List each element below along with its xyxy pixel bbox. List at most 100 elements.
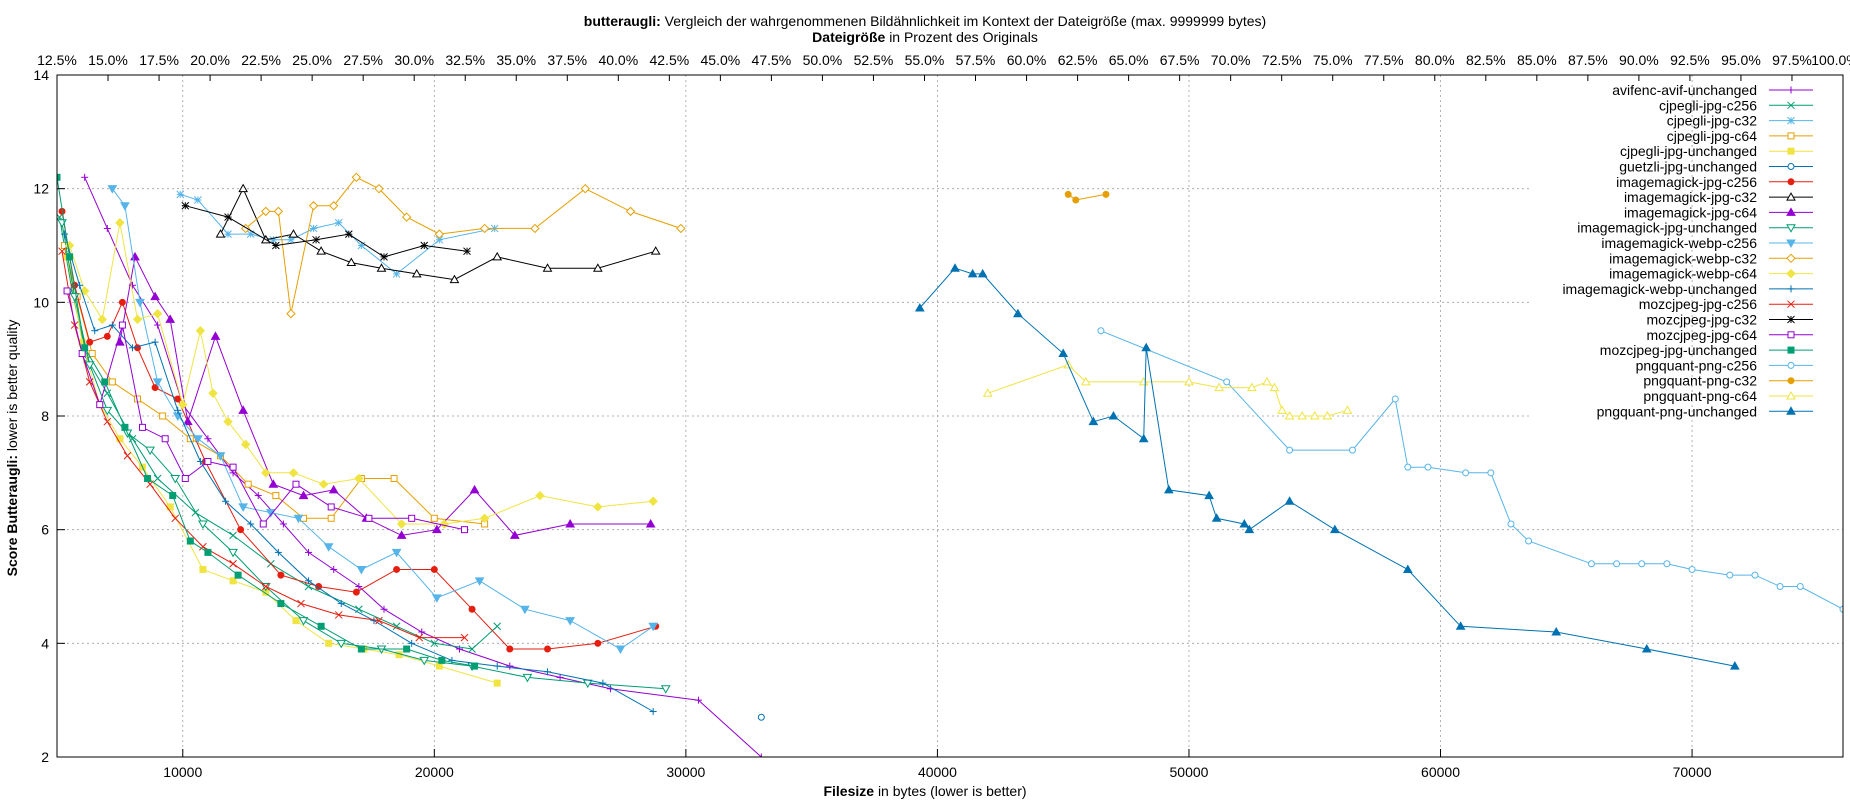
data-point — [286, 308, 296, 319]
data-point — [1787, 163, 1795, 170]
series-pngquant-png-unchanged — [914, 263, 1740, 670]
data-point — [268, 479, 279, 488]
data-point — [1297, 410, 1308, 420]
data-point — [139, 423, 147, 431]
data-point — [479, 223, 490, 234]
chart-subtitle-bold: Dateigröße — [812, 29, 885, 45]
data-point — [292, 617, 300, 625]
data-point — [522, 673, 533, 683]
data-point — [88, 349, 96, 357]
data-point — [305, 548, 313, 556]
data-point — [103, 224, 111, 232]
data-point — [292, 480, 300, 488]
data-point — [1787, 300, 1795, 309]
data-point — [128, 434, 137, 443]
data-point — [151, 338, 159, 346]
data-point — [1613, 560, 1621, 568]
data-point — [274, 548, 282, 556]
series-imagemagick-jpg-unchanged — [57, 219, 671, 694]
data-point — [1787, 178, 1795, 186]
data-point — [288, 468, 299, 478]
y-tick-label: 4 — [41, 635, 49, 651]
data-point — [977, 268, 988, 278]
legend-entry: avifenc-avif-unchanged — [1612, 82, 1813, 98]
legend-label: mozcjpeg-jpg-c32 — [1647, 312, 1758, 328]
data-point — [1330, 524, 1340, 534]
series-line — [57, 177, 475, 667]
top-tick-label: 72.5% — [1262, 52, 1302, 68]
data-point — [1424, 463, 1432, 471]
data-point — [463, 247, 471, 256]
series-cjpegli-jpg-c32 — [176, 190, 499, 278]
data-point — [1064, 190, 1072, 198]
data-point — [592, 263, 603, 272]
legend-label: imagemagick-jpg-c64 — [1624, 204, 1757, 220]
data-point — [645, 518, 656, 528]
data-point — [1462, 469, 1470, 477]
series-line — [919, 267, 1735, 667]
data-point — [61, 230, 69, 238]
top-tick-label: 95.0% — [1721, 52, 1761, 68]
data-point — [374, 183, 384, 194]
legend-label: cjpegli-jpg-unchanged — [1620, 143, 1757, 159]
data-point — [1587, 560, 1595, 568]
x-axis-label-rest: in bytes (lower is better) — [878, 783, 1027, 799]
data-point — [195, 326, 206, 336]
x-tick-label: 40000 — [918, 764, 957, 780]
data-point — [1322, 410, 1333, 420]
data-point — [355, 583, 363, 590]
data-point — [309, 224, 318, 233]
legend-entry: mozcjpeg-jpg-c32 — [1647, 312, 1813, 328]
x-tick-label: 50000 — [1170, 764, 1209, 780]
series-line — [61, 251, 465, 639]
data-point — [1688, 565, 1696, 573]
data-point — [1102, 190, 1110, 198]
data-point — [102, 406, 113, 416]
data-point — [316, 246, 326, 255]
data-point — [393, 565, 401, 573]
x-axis-label: Filesize in bytes (lower is better) — [823, 783, 1026, 799]
data-point — [305, 577, 313, 585]
data-point — [1786, 239, 1796, 249]
top-tick-label: 77.5% — [1364, 52, 1404, 68]
data-point — [208, 388, 218, 398]
data-point — [403, 645, 411, 653]
data-point — [1839, 605, 1843, 613]
data-point — [1787, 147, 1795, 155]
data-point — [449, 274, 460, 284]
data-point — [351, 172, 362, 183]
data-point — [118, 298, 126, 306]
data-point — [461, 526, 469, 534]
data-point — [1163, 484, 1174, 494]
data-point — [411, 268, 422, 278]
top-tick-label: 30.0% — [394, 52, 434, 68]
data-point — [392, 270, 401, 278]
data-point — [380, 605, 388, 613]
top-tick-label: 82.5% — [1466, 52, 1506, 68]
y-tick-label: 8 — [41, 408, 49, 424]
data-point — [509, 530, 520, 539]
data-point — [271, 241, 280, 250]
data-point — [204, 548, 212, 556]
x-tick-label: 10000 — [163, 764, 202, 780]
data-point — [1751, 571, 1759, 579]
data-point — [565, 617, 576, 626]
series-line — [64, 233, 654, 712]
series-line — [84, 177, 762, 757]
top-tick-label: 67.5% — [1160, 52, 1200, 68]
data-point — [380, 253, 388, 261]
data-point — [1284, 496, 1295, 505]
top-tick-label: 40.0% — [598, 52, 638, 68]
data-point — [103, 417, 112, 426]
data-point — [376, 645, 387, 655]
data-point — [66, 253, 74, 261]
data-point — [615, 645, 626, 655]
data-point — [506, 662, 514, 670]
data-point — [277, 600, 285, 608]
data-point — [222, 497, 230, 505]
legend-entry: cjpegli-jpg-c64 — [1667, 128, 1813, 144]
data-point — [288, 229, 299, 238]
data-point — [204, 435, 212, 443]
data-point — [85, 378, 94, 386]
data-point — [401, 212, 412, 222]
